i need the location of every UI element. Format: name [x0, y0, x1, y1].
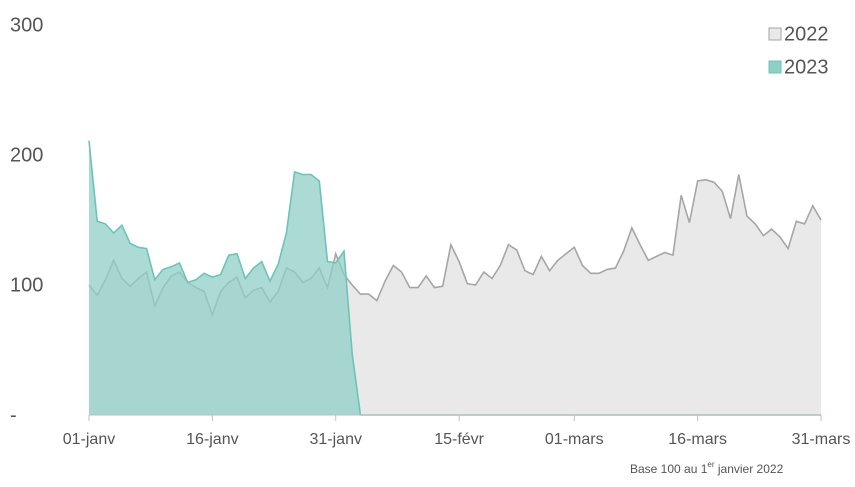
area: [89, 140, 821, 415]
note: Base 100 au 1er janvier 2022: [630, 460, 784, 476]
y-tick-label: -: [10, 404, 17, 426]
note-sup: er: [707, 460, 714, 469]
x-tick-label: 01-mars: [545, 431, 604, 448]
x-tick-label: 31-mars: [792, 431, 851, 448]
x-tick-label: 15-févr: [434, 431, 484, 448]
legend-swatch: [768, 60, 782, 74]
note-text: Base 100 au 1: [630, 462, 708, 476]
x-tick-label: 16-mars: [668, 431, 727, 448]
x-tick-label: 16-janv: [186, 431, 238, 448]
legend-label: 2022: [784, 23, 829, 45]
y-tick-label: 200: [10, 144, 43, 166]
y-tick-label: 100: [10, 274, 43, 296]
legend-swatch: [768, 27, 782, 41]
x-tick-label: 01-janv: [63, 431, 115, 448]
note-text: janvier 2022: [715, 462, 784, 476]
x-tick-label: 31-janv: [309, 431, 361, 448]
legend-label: 2023: [784, 56, 829, 78]
y-tick-label: 300: [10, 14, 43, 36]
